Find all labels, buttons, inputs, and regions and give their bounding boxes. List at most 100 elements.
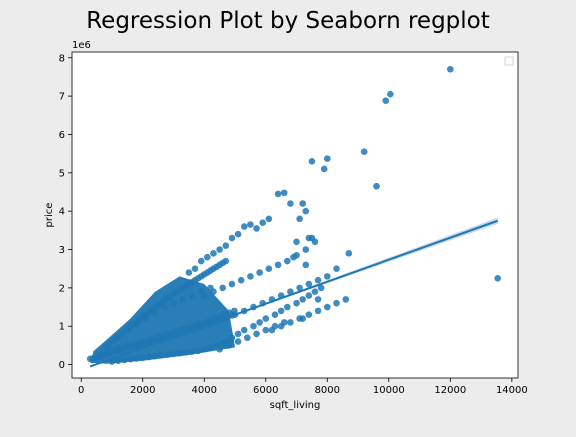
- scatter-point: [271, 322, 279, 330]
- scatter-point: [262, 315, 270, 322]
- y-tick-label: 4: [59, 207, 65, 218]
- scatter-point: [299, 200, 306, 207]
- scatter-point: [274, 261, 282, 269]
- scatter-point: [302, 261, 310, 269]
- scatter-point: [253, 330, 260, 338]
- scatter-point: [191, 265, 199, 272]
- scatter-point: [305, 280, 313, 288]
- scatter-point: [284, 257, 291, 265]
- scatter-point: [197, 257, 205, 265]
- x-axis-ticks: 0 2000 4000 6000 8000 10000 12000 14000: [78, 378, 528, 396]
- scatter-point: [333, 265, 340, 272]
- scatter-point: [314, 296, 322, 303]
- y-tick-label: 5: [59, 168, 65, 179]
- scatter-point: [293, 299, 300, 307]
- y-tick-label: 0: [59, 360, 65, 371]
- scatter-point: [287, 200, 294, 207]
- scatter-point: [373, 182, 380, 190]
- scatter-point: [222, 242, 230, 249]
- dense-point-cluster: [90, 276, 236, 364]
- scatter-point: [259, 219, 267, 226]
- chart-title: Regression Plot by Seaborn regplot: [86, 8, 490, 34]
- scatter-point: [323, 303, 331, 311]
- scatter-point: [237, 276, 245, 284]
- x-tick-label: 0: [78, 385, 84, 396]
- scatter-point: [185, 269, 193, 276]
- scatter-point: [308, 158, 316, 165]
- y-axis-label: price: [44, 203, 55, 228]
- scatter-point: [302, 207, 310, 215]
- scatter-point: [302, 246, 310, 253]
- scatter-point: [494, 274, 501, 282]
- scatter-point: [265, 265, 273, 272]
- scatter-point: [280, 189, 288, 197]
- scatter-point: [320, 165, 328, 173]
- scatter-point: [240, 223, 248, 230]
- scatter-point: [265, 215, 273, 223]
- scatter-point: [244, 334, 251, 342]
- scatter-point: [274, 190, 282, 198]
- y-tick-label: 2: [59, 283, 65, 294]
- scatter-point: [342, 296, 350, 303]
- scatter-point: [253, 225, 260, 232]
- scatter-point: [216, 246, 223, 253]
- scatter-point: [210, 250, 217, 257]
- x-tick-label: 12000: [434, 385, 466, 396]
- x-tick-label: 10000: [373, 385, 405, 396]
- scatter-points-layer: [86, 65, 501, 365]
- scatter-point: [314, 307, 322, 315]
- scatter-point: [204, 253, 211, 261]
- scatter-point: [305, 311, 313, 319]
- x-tick-label: 6000: [253, 385, 278, 396]
- scatter-point: [323, 273, 331, 280]
- x-tick-label: 2000: [130, 385, 155, 396]
- scatter-point: [311, 288, 319, 296]
- x-tick-label: 14000: [496, 385, 528, 396]
- scatter-point: [290, 253, 297, 261]
- scatter-point: [296, 284, 303, 292]
- y-tick-label: 6: [59, 130, 65, 141]
- x-tick-label: 4000: [192, 385, 217, 396]
- scatter-point: [228, 280, 236, 288]
- scatter-point: [234, 338, 242, 345]
- scatter-point: [222, 257, 230, 265]
- scatter-point: [382, 97, 390, 105]
- scatter-point: [305, 292, 313, 299]
- y-axis-ticks: 0 1 2 3 4 5 6 7 8: [59, 53, 72, 371]
- scatter-point: [228, 234, 236, 242]
- scatter-point: [314, 276, 322, 284]
- y-tick-label: 1: [59, 322, 65, 333]
- scatter-point: [305, 234, 313, 242]
- scatter-point: [271, 311, 279, 319]
- scatter-point: [387, 90, 394, 98]
- scatter-point: [234, 330, 242, 338]
- scatter-point: [447, 65, 454, 73]
- scatter-point: [287, 319, 294, 326]
- y-tick-label: 8: [59, 53, 65, 64]
- regression-line-layer: [89, 219, 499, 368]
- scatter-point: [262, 326, 270, 334]
- y-tick-label: 3: [59, 245, 65, 256]
- scatter-point: [299, 315, 306, 322]
- scatter-point: [256, 319, 263, 326]
- x-axis-label: sqft_living: [270, 400, 321, 411]
- scatter-point: [317, 284, 325, 292]
- scatter-point: [234, 230, 242, 238]
- scatter-point: [240, 326, 248, 334]
- scatter-point: [256, 269, 263, 276]
- scatter-point: [219, 284, 227, 292]
- scatter-point: [296, 215, 303, 223]
- y-tick-label: 7: [59, 92, 65, 103]
- scatter-point: [284, 303, 291, 311]
- y-offset-label: 1e6: [72, 40, 91, 51]
- scatter-point: [277, 307, 285, 315]
- scatter-point: [293, 238, 300, 246]
- scatter-point: [247, 273, 254, 280]
- scatter-point: [250, 322, 257, 330]
- legend-box: [504, 56, 514, 66]
- scatter-point: [345, 250, 353, 257]
- scatter-point: [247, 221, 254, 228]
- x-tick-label: 8000: [315, 385, 340, 396]
